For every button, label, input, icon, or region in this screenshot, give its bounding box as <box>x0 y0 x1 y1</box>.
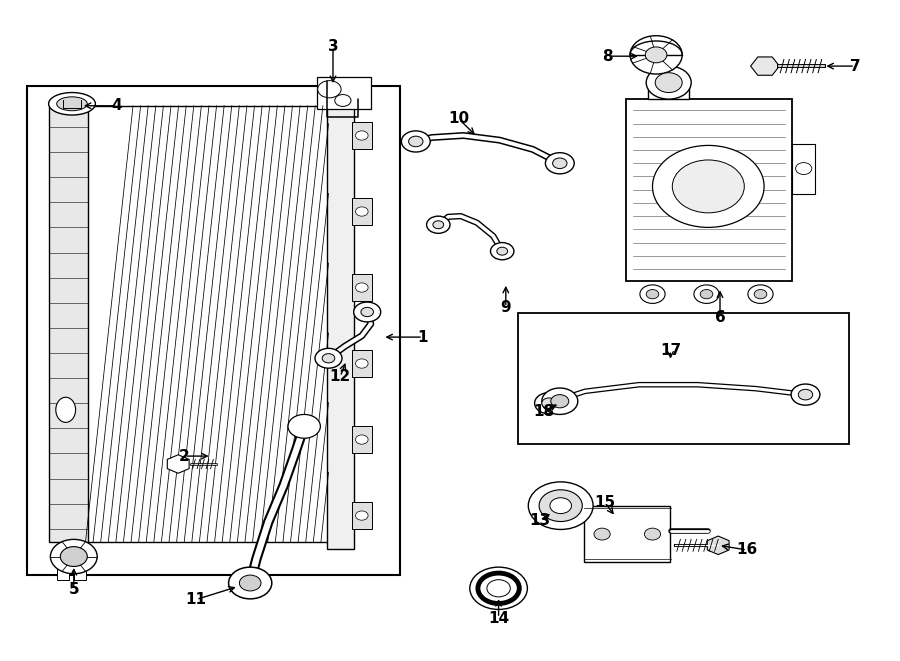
Bar <box>317 77 371 109</box>
Circle shape <box>539 490 582 522</box>
Bar <box>86 106 328 542</box>
Text: 10: 10 <box>448 112 470 126</box>
Circle shape <box>354 302 381 322</box>
Bar <box>352 502 372 529</box>
Circle shape <box>640 285 665 303</box>
Ellipse shape <box>49 93 95 115</box>
Circle shape <box>798 389 813 400</box>
Circle shape <box>535 393 563 414</box>
Circle shape <box>60 547 87 566</box>
Circle shape <box>50 539 97 574</box>
Text: 7: 7 <box>850 59 860 73</box>
Circle shape <box>491 243 514 260</box>
Text: 15: 15 <box>594 495 616 510</box>
Text: 9: 9 <box>500 300 511 315</box>
Circle shape <box>497 247 508 255</box>
Circle shape <box>652 145 764 227</box>
Bar <box>352 274 372 301</box>
Bar <box>74 567 86 580</box>
Text: 5: 5 <box>68 582 79 597</box>
Bar <box>648 79 688 99</box>
Text: 4: 4 <box>112 98 122 113</box>
Circle shape <box>791 384 820 405</box>
Circle shape <box>470 567 527 609</box>
Circle shape <box>288 414 320 438</box>
Circle shape <box>318 81 341 98</box>
Bar <box>49 106 88 542</box>
Circle shape <box>645 47 667 63</box>
Circle shape <box>487 580 510 597</box>
Circle shape <box>356 283 368 292</box>
Circle shape <box>401 131 430 152</box>
Polygon shape <box>751 57 779 75</box>
Text: 1: 1 <box>418 330 428 344</box>
Ellipse shape <box>57 97 87 111</box>
Bar <box>352 350 372 377</box>
Bar <box>792 144 815 194</box>
Circle shape <box>553 158 567 169</box>
Circle shape <box>356 131 368 140</box>
Bar <box>352 122 372 149</box>
Bar <box>27 86 401 575</box>
Ellipse shape <box>56 397 76 422</box>
Bar <box>584 506 670 562</box>
Bar <box>57 567 69 580</box>
Bar <box>352 198 372 225</box>
Text: 18: 18 <box>533 404 554 418</box>
Circle shape <box>542 398 556 408</box>
Circle shape <box>630 36 682 74</box>
Circle shape <box>550 498 572 514</box>
Circle shape <box>335 95 351 106</box>
Circle shape <box>545 153 574 174</box>
Polygon shape <box>707 536 729 555</box>
Text: 3: 3 <box>328 39 338 54</box>
Circle shape <box>646 290 659 299</box>
Text: 2: 2 <box>179 449 190 463</box>
Circle shape <box>409 136 423 147</box>
Bar <box>626 99 792 281</box>
Text: 8: 8 <box>602 49 613 63</box>
Text: 12: 12 <box>329 369 351 384</box>
Circle shape <box>542 388 578 414</box>
Text: 17: 17 <box>660 343 681 358</box>
Circle shape <box>356 207 368 216</box>
Circle shape <box>646 66 691 99</box>
Circle shape <box>356 359 368 368</box>
Circle shape <box>551 395 569 408</box>
Circle shape <box>356 511 368 520</box>
Circle shape <box>356 435 368 444</box>
Circle shape <box>322 354 335 363</box>
Circle shape <box>239 575 261 591</box>
Circle shape <box>655 73 682 93</box>
Circle shape <box>694 285 719 303</box>
Circle shape <box>796 163 812 175</box>
Text: 14: 14 <box>488 611 509 625</box>
Circle shape <box>528 482 593 529</box>
Circle shape <box>754 290 767 299</box>
Polygon shape <box>167 455 189 473</box>
Circle shape <box>594 528 610 540</box>
Bar <box>352 426 372 453</box>
Text: 16: 16 <box>736 543 758 557</box>
Circle shape <box>361 307 374 317</box>
Text: 11: 11 <box>185 592 207 607</box>
Circle shape <box>700 290 713 299</box>
Circle shape <box>644 528 661 540</box>
Bar <box>327 99 354 549</box>
Circle shape <box>433 221 444 229</box>
Text: 6: 6 <box>715 310 725 325</box>
Circle shape <box>672 160 744 213</box>
Circle shape <box>229 567 272 599</box>
Circle shape <box>315 348 342 368</box>
Circle shape <box>427 216 450 233</box>
Text: 13: 13 <box>529 513 551 527</box>
Bar <box>518 313 849 444</box>
Circle shape <box>748 285 773 303</box>
